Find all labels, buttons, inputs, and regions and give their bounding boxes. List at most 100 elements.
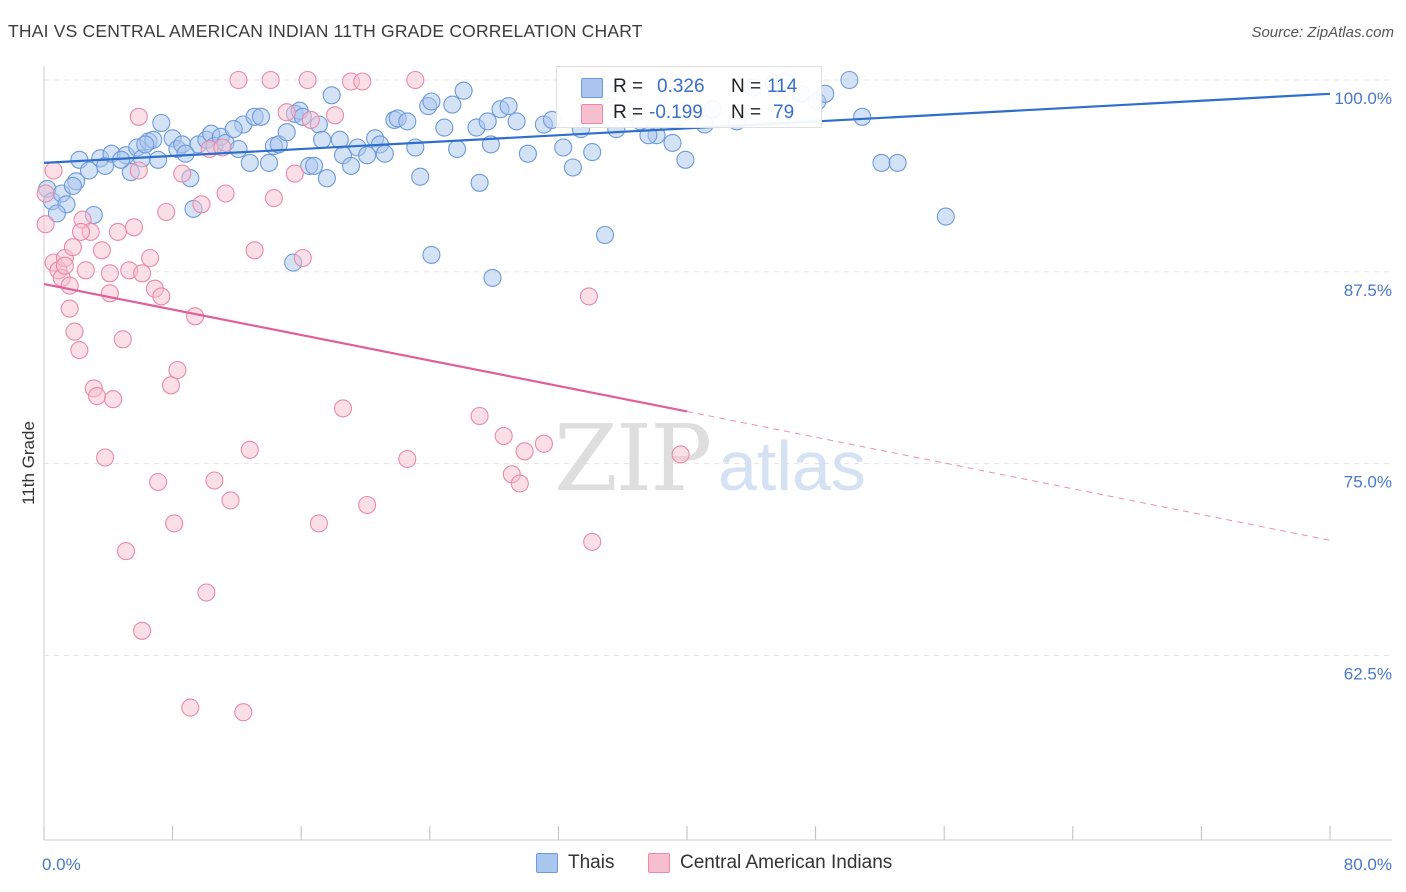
point-central-american-indian bbox=[141, 248, 160, 268]
bottom-legend-label-central-american-indians: Central American Indians bbox=[680, 852, 893, 873]
legend-r-label: R = bbox=[613, 102, 644, 123]
bottom-legend-swatch-thais bbox=[536, 853, 558, 873]
point-thais bbox=[229, 139, 248, 159]
tick-labels: 62.5% 75.0% 87.5% 100.0% 0.0% 80.0% bbox=[42, 89, 1392, 874]
bottom-legend-label-thais: Thais bbox=[568, 852, 615, 873]
point-central-american-indian bbox=[245, 241, 264, 260]
point-thais bbox=[317, 169, 336, 188]
point-central-american-indian bbox=[44, 161, 63, 180]
point-thais bbox=[872, 153, 891, 172]
y-axis-title: 11th Grade bbox=[19, 421, 38, 505]
legend-r-value-central-american-indians: -0.199 bbox=[649, 102, 703, 123]
point-central-american-indian bbox=[353, 72, 372, 91]
point-central-american-indian bbox=[87, 387, 107, 406]
point-thais bbox=[136, 135, 155, 154]
point-central-american-indian bbox=[168, 360, 187, 380]
legend-row-thais: R = 0.326 N = 114 bbox=[557, 74, 821, 102]
point-central-american-indian bbox=[221, 491, 240, 510]
point-central-american-indian bbox=[113, 330, 132, 349]
point-thais bbox=[411, 167, 430, 186]
point-central-american-indian bbox=[76, 261, 95, 280]
point-thais bbox=[313, 130, 332, 149]
point-central-american-indian bbox=[213, 138, 232, 157]
point-thais bbox=[259, 153, 279, 172]
point-central-american-indian bbox=[234, 703, 253, 722]
legend-n-label: N = bbox=[731, 76, 762, 97]
point-central-american-indian bbox=[583, 532, 602, 551]
point-central-american-indian bbox=[333, 399, 353, 418]
point-central-american-indian bbox=[100, 264, 119, 283]
point-central-american-indian bbox=[470, 406, 489, 426]
legend-n-value-central-american-indians: 79 bbox=[773, 102, 795, 123]
point-central-american-indian bbox=[205, 471, 224, 490]
legend-r-value-thais: 0.326 bbox=[657, 76, 705, 97]
point-central-american-indian bbox=[579, 287, 598, 306]
point-central-american-indian bbox=[129, 161, 148, 180]
point-central-american-indian bbox=[116, 542, 136, 561]
point-thais bbox=[936, 207, 955, 226]
point-central-american-indian bbox=[36, 184, 55, 203]
point-thais bbox=[853, 107, 872, 126]
point-thais bbox=[518, 144, 537, 163]
point-central-american-indian bbox=[510, 474, 529, 493]
x-tick-label: 0.0% bbox=[42, 855, 81, 874]
point-central-american-indian bbox=[173, 164, 192, 183]
point-central-american-indian bbox=[96, 448, 115, 467]
legend-r-label: R = bbox=[613, 76, 644, 97]
point-central-american-indian bbox=[293, 248, 312, 268]
point-thais bbox=[454, 81, 473, 100]
point-thais bbox=[507, 112, 526, 131]
point-central-american-indian bbox=[124, 218, 144, 237]
watermark-atlas: atlas bbox=[718, 427, 866, 505]
point-central-american-indian bbox=[192, 195, 211, 214]
source-label: Source: ZipAtlas.com bbox=[1251, 24, 1394, 41]
point-thais bbox=[358, 146, 377, 165]
point-thais bbox=[375, 144, 394, 163]
x-tick-label: 80.0% bbox=[1344, 855, 1392, 874]
point-central-american-indian bbox=[515, 442, 534, 461]
legend-row-central-american-indians: R = -0.199 N = 79 bbox=[557, 100, 821, 128]
point-central-american-indian bbox=[55, 256, 74, 275]
point-thais bbox=[888, 153, 907, 172]
stats-legend: R = 0.326 N = 114 R = -0.199 N = 79 bbox=[556, 66, 822, 128]
trend-lines bbox=[43, 92, 1331, 541]
point-thais bbox=[277, 123, 296, 142]
point-central-american-indian bbox=[229, 70, 248, 90]
point-central-american-indian bbox=[129, 107, 148, 126]
point-central-american-indian bbox=[325, 106, 345, 125]
data-points bbox=[36, 70, 955, 722]
point-thais bbox=[840, 70, 859, 90]
point-central-american-indian bbox=[398, 449, 417, 469]
point-central-american-indian bbox=[157, 202, 176, 222]
point-thais bbox=[341, 156, 361, 175]
point-central-american-indian bbox=[298, 70, 317, 90]
point-thais bbox=[676, 150, 695, 169]
y-tick-label: 75.0% bbox=[1344, 473, 1392, 492]
point-thais bbox=[563, 158, 582, 177]
point-central-american-indian bbox=[277, 103, 296, 122]
point-thais bbox=[583, 143, 602, 162]
point-central-american-indian bbox=[197, 583, 216, 602]
point-thais bbox=[478, 112, 497, 131]
point-thais bbox=[63, 176, 82, 195]
point-central-american-indian bbox=[358, 495, 377, 515]
point-thais bbox=[305, 156, 324, 175]
point-central-american-indian bbox=[65, 322, 84, 341]
point-central-american-indian bbox=[301, 110, 320, 129]
chart-title: THAI VS CENTRAL AMERICAN INDIAN 11TH GRA… bbox=[8, 21, 643, 41]
point-central-american-indian bbox=[494, 426, 513, 446]
point-central-american-indian bbox=[152, 287, 171, 306]
point-central-american-indian bbox=[60, 299, 79, 318]
point-thais bbox=[483, 268, 502, 287]
y-tick-label: 100.0% bbox=[1334, 89, 1392, 108]
point-central-american-indian bbox=[285, 164, 304, 183]
point-central-american-indian bbox=[216, 184, 235, 203]
point-central-american-indian bbox=[261, 70, 280, 90]
point-thais bbox=[47, 204, 66, 223]
point-thais bbox=[149, 150, 168, 169]
point-thais bbox=[663, 133, 682, 152]
point-central-american-indian bbox=[133, 621, 152, 640]
point-central-american-indian bbox=[264, 189, 283, 208]
legend-swatch-central-american-indians bbox=[581, 104, 603, 124]
